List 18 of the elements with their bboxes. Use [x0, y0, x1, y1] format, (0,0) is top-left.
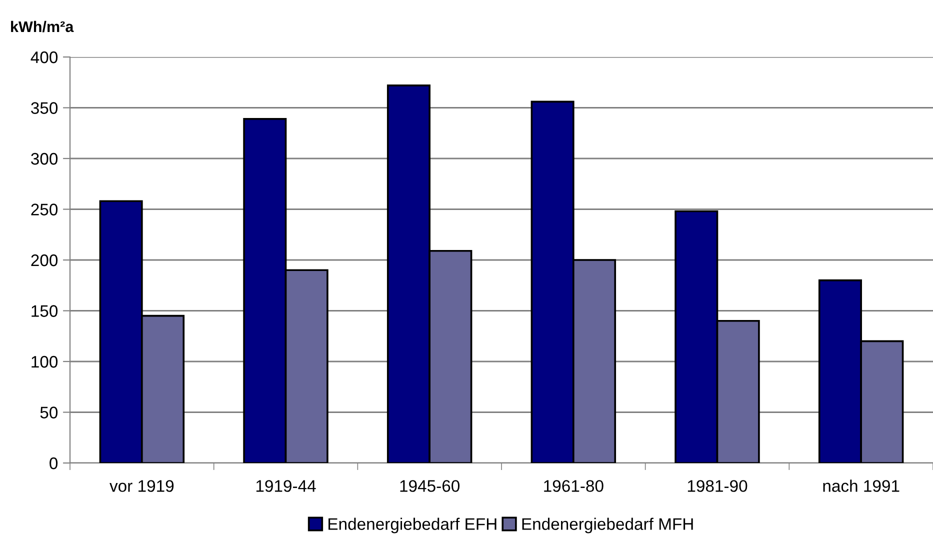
y-tick-label: 300	[31, 152, 58, 165]
y-tick-label: 50	[40, 406, 58, 418]
x-tick-label: 1919-44	[256, 480, 316, 492]
legend-label: Endenergiebedarf MFH	[522, 518, 693, 534]
y-tick-label: 0	[50, 457, 58, 470]
y-tick-label: 100	[32, 356, 58, 368]
x-tick-label: 1981-90	[688, 480, 748, 492]
y-axis-title: kWh/m²a	[11, 20, 74, 32]
legend-label: Endenergiebedarf EFH	[328, 518, 496, 534]
y-tick-label: 200	[31, 254, 58, 266]
x-tick-label: 1961-80	[544, 480, 604, 492]
x-tick-label: nach 1991	[823, 480, 900, 492]
x-tick-label: 1945-60	[400, 480, 460, 492]
y-tick-label: 400	[30, 51, 58, 64]
y-tick-label: 350	[31, 102, 58, 114]
y-tick-label: 150	[32, 305, 58, 317]
y-tick-label: 250	[31, 204, 58, 216]
x-tick-label: vor 1919	[110, 480, 174, 492]
